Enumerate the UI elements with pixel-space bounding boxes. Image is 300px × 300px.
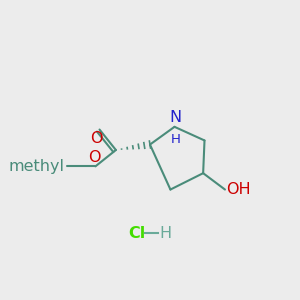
Text: H: H — [160, 226, 172, 241]
Text: OH: OH — [226, 182, 251, 197]
Text: H: H — [171, 133, 181, 146]
Text: O: O — [88, 150, 100, 165]
Text: N: N — [170, 110, 182, 125]
Text: Cl: Cl — [128, 226, 146, 241]
Text: methyl: methyl — [8, 159, 64, 174]
Text: O: O — [91, 131, 103, 146]
